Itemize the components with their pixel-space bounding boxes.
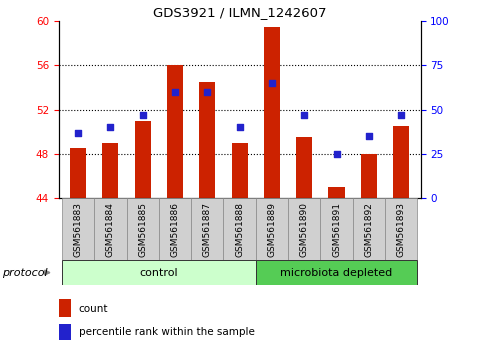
Text: GSM561888: GSM561888	[235, 202, 244, 257]
Bar	[134, 121, 150, 198]
Point	[171, 89, 179, 95]
Bar	[102, 143, 118, 198]
Text: count: count	[79, 304, 108, 314]
Point	[300, 112, 307, 118]
Bar	[328, 187, 344, 198]
Bar	[70, 148, 86, 198]
Text: GSM561887: GSM561887	[203, 202, 211, 257]
Text: GSM561890: GSM561890	[299, 202, 308, 257]
Point	[396, 112, 404, 118]
Bar	[392, 126, 408, 198]
Bar	[166, 65, 183, 198]
Bar	[255, 260, 416, 285]
Point	[139, 112, 146, 118]
Bar	[59, 324, 71, 340]
Bar	[223, 198, 255, 260]
Bar	[264, 27, 280, 198]
Bar	[352, 198, 384, 260]
Text: GSM561884: GSM561884	[106, 202, 115, 257]
Point	[106, 125, 114, 130]
Bar	[159, 198, 191, 260]
Bar	[62, 260, 255, 285]
Point	[235, 125, 243, 130]
Text: protocol: protocol	[2, 268, 48, 278]
Point	[364, 133, 372, 139]
Text: percentile rank within the sample: percentile rank within the sample	[79, 327, 254, 337]
Bar	[231, 143, 247, 198]
Bar	[62, 198, 94, 260]
Bar	[255, 198, 287, 260]
Bar	[199, 82, 215, 198]
Title: GDS3921 / ILMN_1242607: GDS3921 / ILMN_1242607	[153, 6, 325, 19]
Text: GSM561892: GSM561892	[364, 202, 372, 257]
Point	[332, 151, 340, 157]
Bar	[296, 137, 312, 198]
Text: GSM561889: GSM561889	[267, 202, 276, 257]
Text: GSM561891: GSM561891	[331, 202, 340, 257]
Point	[74, 130, 82, 136]
Bar	[94, 198, 126, 260]
Text: GSM561883: GSM561883	[73, 202, 82, 257]
Text: GSM561893: GSM561893	[396, 202, 405, 257]
Text: control: control	[139, 268, 178, 278]
Bar	[59, 299, 71, 317]
Bar	[384, 198, 416, 260]
Text: GSM561886: GSM561886	[170, 202, 179, 257]
Text: microbiota depleted: microbiota depleted	[280, 268, 392, 278]
Point	[203, 89, 211, 95]
Bar	[126, 198, 159, 260]
Bar	[287, 198, 320, 260]
Bar	[320, 198, 352, 260]
Bar	[360, 154, 376, 198]
Bar	[191, 198, 223, 260]
Point	[267, 80, 275, 86]
Text: GSM561885: GSM561885	[138, 202, 147, 257]
